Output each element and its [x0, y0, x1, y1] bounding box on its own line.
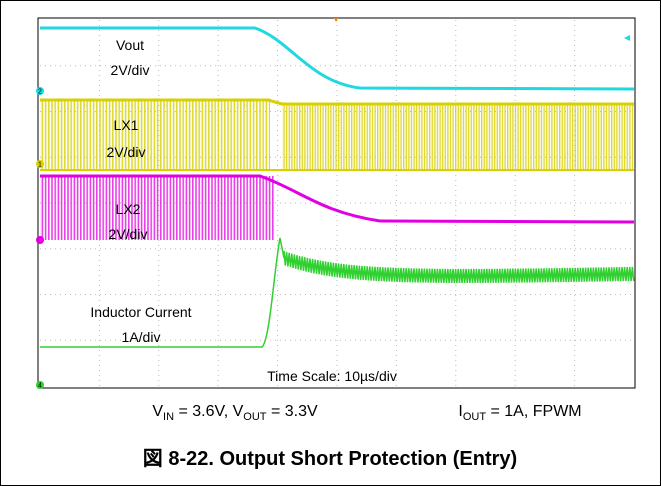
marker: 1 — [38, 162, 42, 169]
marker: 4 — [38, 383, 42, 390]
text: = 1A, FPWM — [486, 403, 582, 420]
inductor-current-trace — [40, 237, 635, 348]
channel-label: LX2 — [116, 201, 141, 217]
channel-label: Inductor Current — [90, 304, 191, 320]
time-scale: Time Scale: 10µs/div — [267, 368, 397, 384]
lx1-trace — [40, 98, 634, 171]
channel-scale: 2V/div — [111, 62, 150, 78]
text: I — [458, 403, 462, 420]
channel-label: Vout — [116, 37, 144, 53]
channel-scale: 1A/div — [122, 329, 161, 345]
grid — [40, 20, 634, 386]
text: = 3.6V, V — [174, 403, 244, 420]
lx2-trace — [40, 174, 635, 240]
subscript: IN — [163, 411, 174, 423]
vout-trace — [40, 26, 635, 91]
channel-markers: 2 1 4 — [36, 18, 630, 390]
text: = 3.3V — [267, 403, 318, 420]
channel-scale: 2V/div — [109, 226, 148, 242]
channel-scale: 2V/div — [107, 144, 146, 160]
conditions-right: IOUT = 1A, FPWM — [458, 403, 581, 423]
marker: 2 — [38, 89, 42, 96]
caption: 図 8-22. Output Short Protection (Entry) — [143, 448, 517, 470]
subscript: OUT — [243, 411, 267, 423]
channel-label: LX1 — [114, 117, 139, 133]
conditions-left: VIN = 3.6V, VOUT = 3.3V — [152, 403, 318, 423]
text: V — [152, 403, 163, 420]
subscript: OUT — [463, 411, 487, 423]
